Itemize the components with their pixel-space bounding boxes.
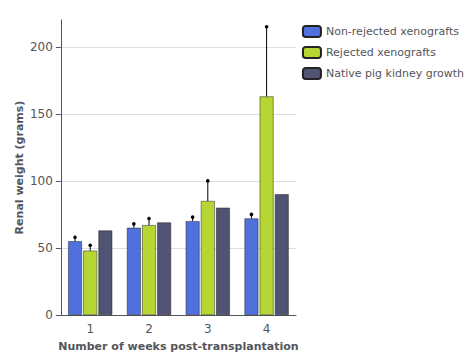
svg-text:3: 3 xyxy=(204,322,212,336)
svg-text:4: 4 xyxy=(263,322,271,336)
svg-text:1: 1 xyxy=(86,322,94,336)
svg-text:Number of weeks post-transplan: Number of weeks post-transplantation xyxy=(58,340,298,353)
svg-text:2: 2 xyxy=(145,322,153,336)
svg-text:50: 50 xyxy=(38,241,53,255)
svg-text:Native pig kidney growth: Native pig kidney growth xyxy=(326,67,464,80)
svg-text:0: 0 xyxy=(45,308,53,322)
svg-text:150: 150 xyxy=(30,107,53,121)
svg-text:Non-rejected xenografts: Non-rejected xenografts xyxy=(326,25,459,38)
svg-text:200: 200 xyxy=(30,40,53,54)
svg-text:Rejected xenografts: Rejected xenografts xyxy=(326,46,436,59)
svg-text:Renal weight (grams): Renal weight (grams) xyxy=(13,101,26,235)
svg-text:100: 100 xyxy=(30,174,53,188)
